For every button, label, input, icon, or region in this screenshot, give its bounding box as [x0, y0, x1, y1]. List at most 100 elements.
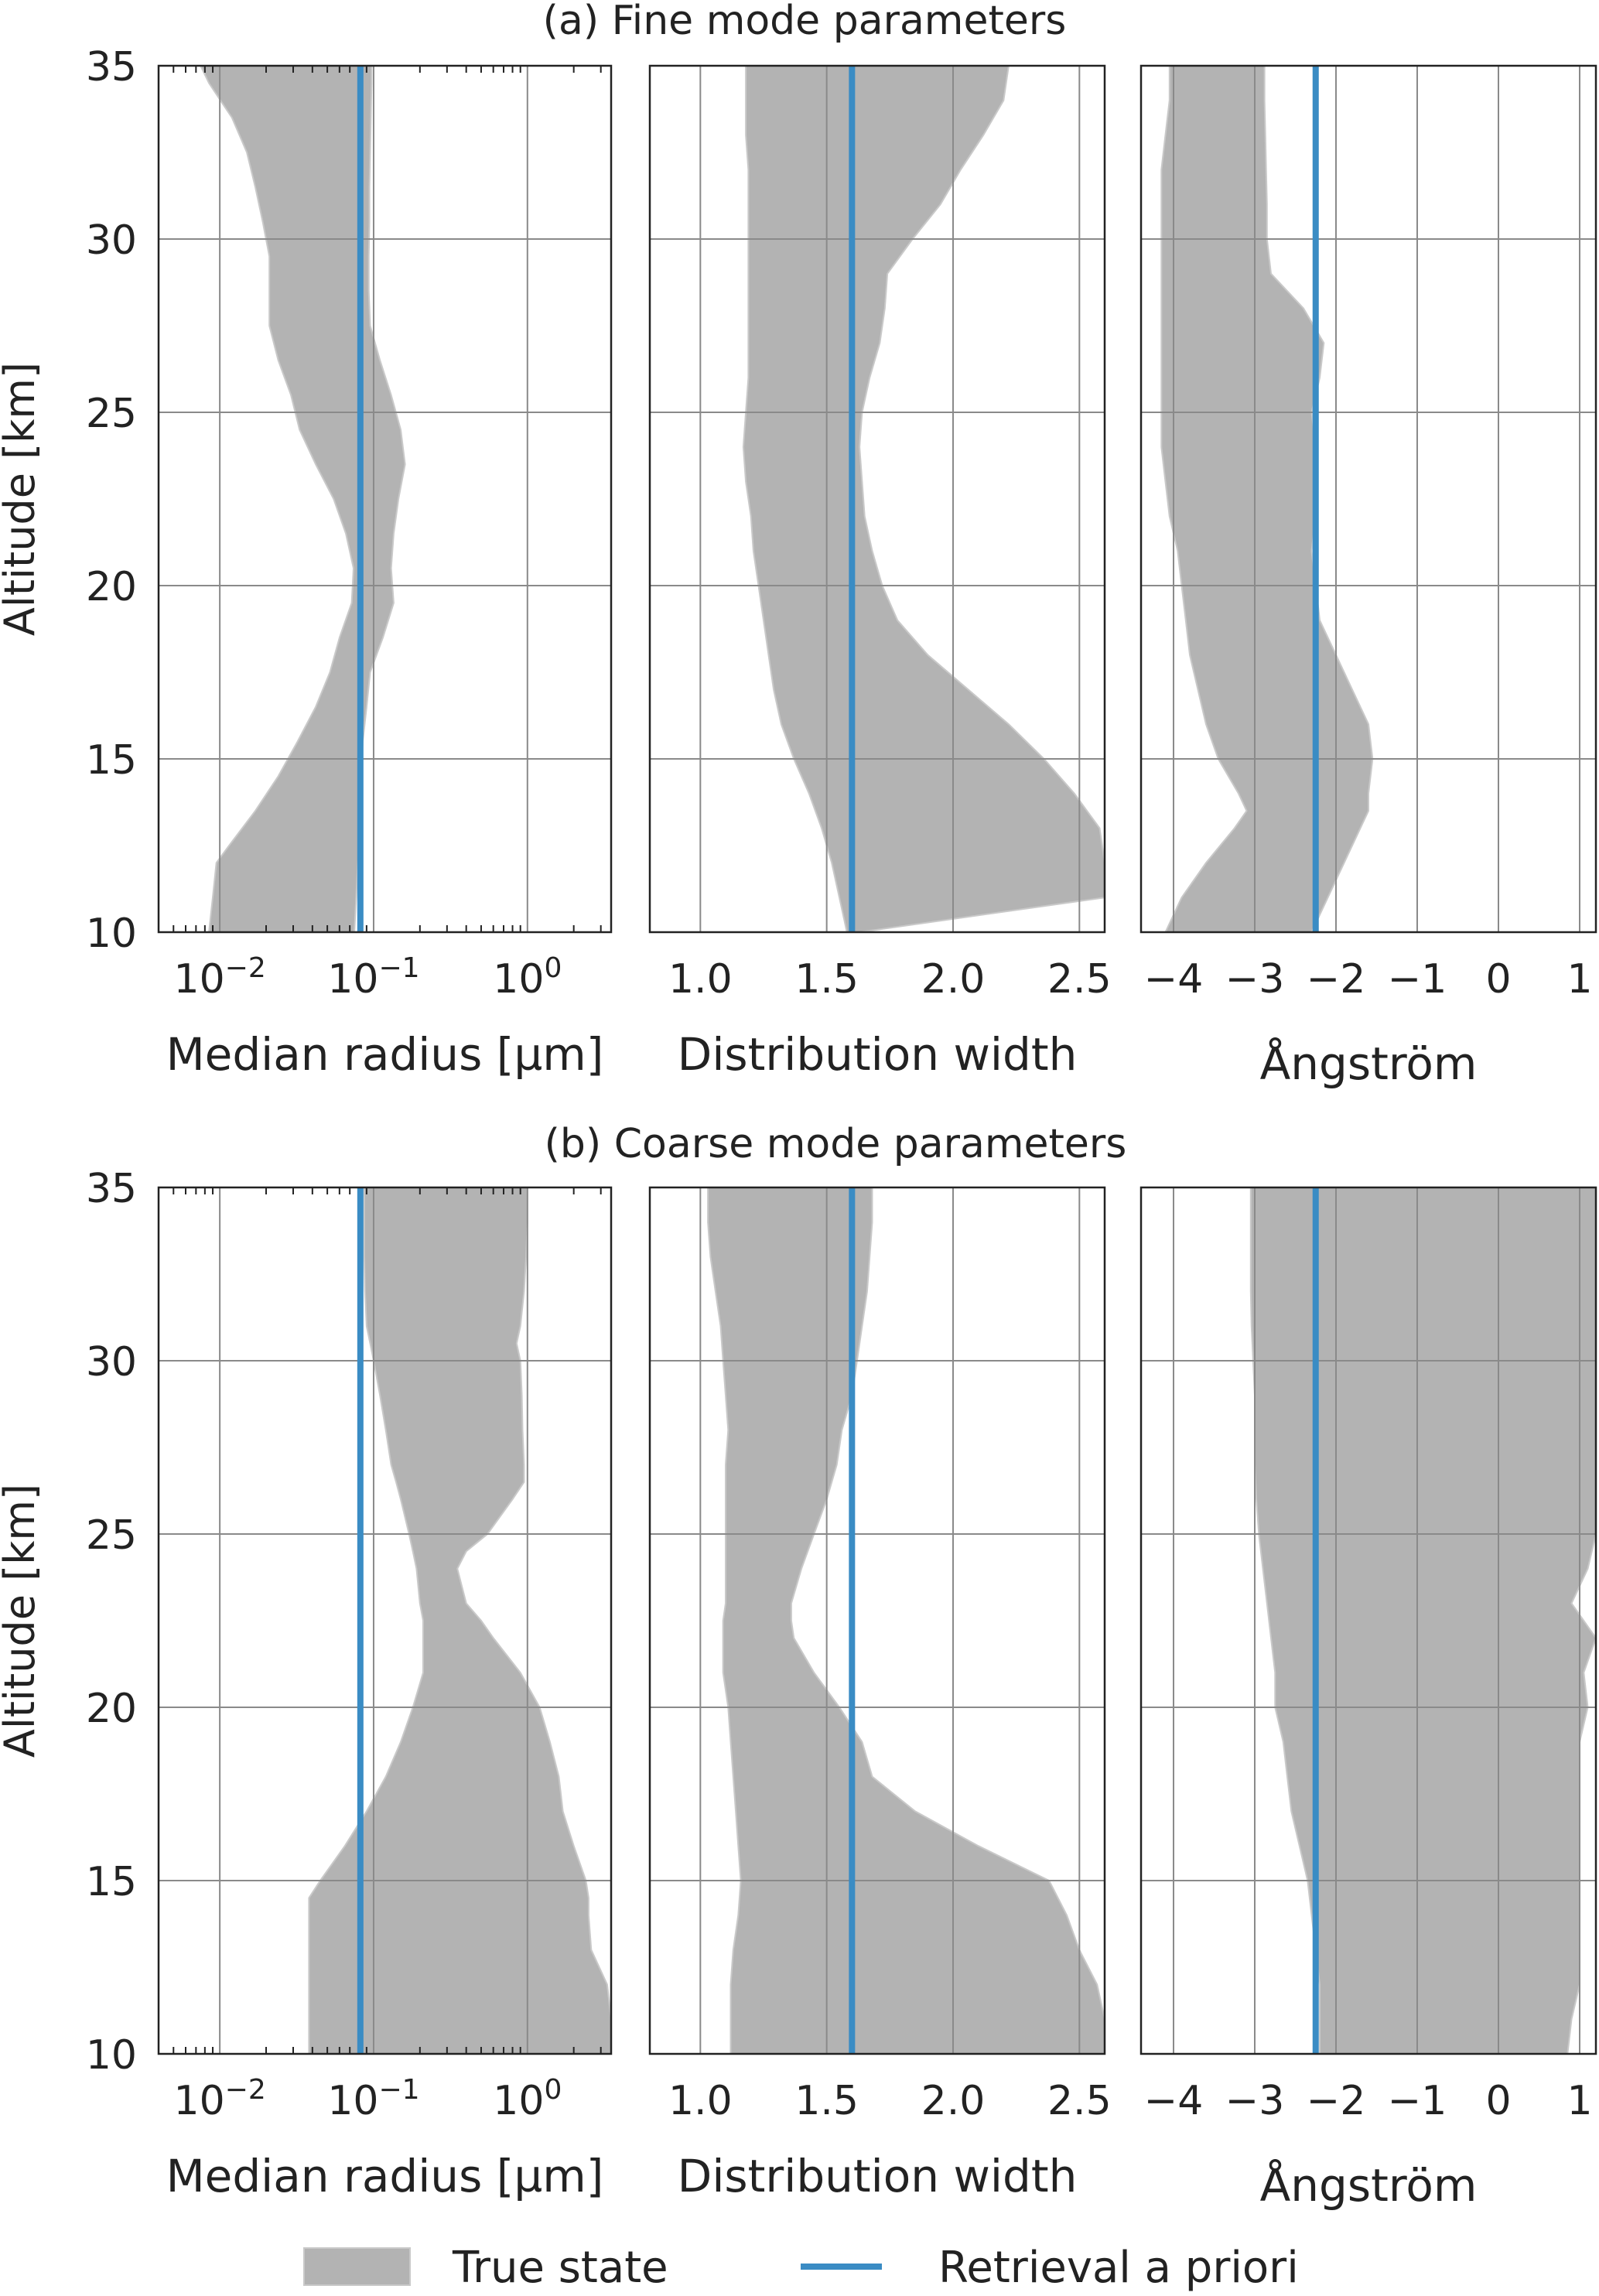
- coarse-1-ytick-label-4: 30: [86, 1339, 137, 1385]
- coarse-1-ytick-label-1: 15: [86, 1859, 137, 1905]
- coarse-3-xtick-label-5: 1: [1567, 2078, 1592, 2124]
- fine-1-ytick-label-3: 25: [86, 391, 137, 437]
- fine-1-xtick-base-1: 10: [327, 956, 378, 1003]
- fine-3-xtick-label-0: −4: [1144, 956, 1204, 1003]
- fine-1-xtick-label-1: 10−1: [327, 952, 419, 1003]
- fine-1-ytick-label-5: 35: [86, 44, 137, 91]
- coarse-2-x-axis-label: Distribution width: [678, 2150, 1078, 2202]
- fine-1-xtick-exponent-2: 0: [544, 952, 562, 984]
- coarse-1-ytick-label-0: 10: [86, 2032, 137, 2079]
- coarse-1-xtick-label-0: 10−2: [174, 2074, 266, 2124]
- legend-prior-label: Retrieval a priori: [938, 2243, 1299, 2293]
- fine-1-ytick-label-2: 20: [86, 564, 137, 610]
- fine-1-x-axis-label: Median radius [µm]: [166, 1028, 604, 1081]
- legend-true-state-swatch: [303, 2247, 411, 2286]
- fine-1-xtick-base-2: 10: [493, 956, 544, 1003]
- fine-3-xtick-label-4: 0: [1485, 956, 1511, 1003]
- coarse-2-panel: 1.0 1.5 2.0 2.5 Distribution width: [648, 1186, 1112, 2202]
- coarse-2-xtick-label-0: 1.0: [668, 2078, 733, 2124]
- fine-2-panel: 1.0 1.5 2.0 2.5 Distribution width: [648, 64, 1112, 1081]
- coarse-1-xtick-base-2: 10: [493, 2078, 544, 2124]
- fine-2-xtick-label-0: 1.0: [668, 956, 733, 1003]
- fine-3-xtick-base-4: 0: [1485, 956, 1511, 1003]
- legend-true-state-label: True state: [452, 2243, 668, 2293]
- coarse-1-xtick-base-1: 10: [327, 2078, 378, 2124]
- fine-3-true-state-band: [1160, 65, 1374, 933]
- fine-2-xtick-base-3: 2.5: [1047, 956, 1112, 1003]
- coarse-3-panel: −4 −3 −2 −1 0 1 Ångström: [1139, 1186, 1597, 2212]
- fine-1-ytick-label-4: 30: [86, 217, 137, 264]
- coarse-3-xtick-base-5: 1: [1567, 2078, 1592, 2124]
- coarse-3-xtick-label-4: 0: [1485, 2078, 1511, 2124]
- fine-2-xtick-label-3: 2.5: [1047, 956, 1112, 1003]
- coarse-1-ytick-label-3: 25: [86, 1512, 137, 1559]
- fine-3-frame: [1139, 64, 1597, 934]
- coarse-2-xtick-base-1: 1.5: [794, 2078, 859, 2124]
- fine-2-true-state-band: [742, 65, 1105, 933]
- fine-2-frame: [648, 64, 1106, 934]
- fine-2-xtick-label-2: 2.0: [921, 956, 986, 1003]
- fine-1-xtick-base-0: 10: [174, 956, 225, 1003]
- coarse-1-xtick-label-1: 10−1: [327, 2074, 419, 2124]
- coarse-3-true-state-band: [1249, 1187, 1597, 2055]
- coarse-3-xtick-base-3: −1: [1388, 2078, 1447, 2124]
- fine-1-frame: [157, 64, 613, 934]
- coarse-2-xtick-label-1: 1.5: [794, 2078, 859, 2124]
- fine-2-xtick-base-1: 1.5: [794, 956, 859, 1003]
- legend: True state Retrieval a priori: [303, 2243, 1299, 2293]
- fine-3-x-axis-label: Ångström: [1260, 1037, 1478, 1090]
- fine-2-xtick-label-1: 1.5: [794, 956, 859, 1003]
- fine-mode-title: (a) Fine mode parameters: [543, 0, 1067, 44]
- fine-3-xtick-label-2: −2: [1307, 956, 1366, 1003]
- coarse-1-xtick-exponent-2: 0: [544, 2074, 562, 2106]
- coarse-1-x-axis-label: Median radius [µm]: [166, 2150, 604, 2202]
- y-axis-label-fine: Altitude [km]: [0, 362, 44, 636]
- coarse-1-frame: [157, 1186, 613, 2055]
- coarse-2-xtick-label-3: 2.5: [1047, 2078, 1112, 2124]
- fine-1-xtick-exponent-1: −1: [379, 952, 420, 984]
- coarse-3-frame: [1139, 1186, 1597, 2055]
- coarse-1-ytick-label-2: 20: [86, 1686, 137, 1732]
- coarse-2-xtick-label-2: 2.0: [921, 2078, 986, 2124]
- fine-3-panel: −4 −3 −2 −1 0 1 Ångström: [1139, 64, 1597, 1090]
- y-axis-label-coarse: Altitude [km]: [0, 1484, 44, 1758]
- coarse-1-true-state-band: [308, 1187, 612, 2055]
- coarse-3-xtick-label-0: −4: [1144, 2078, 1204, 2124]
- fine-2-x-axis-label: Distribution width: [678, 1028, 1078, 1081]
- fine-3-xtick-label-1: −3: [1225, 956, 1285, 1003]
- coarse-2-xtick-base-2: 2.0: [921, 2078, 986, 2124]
- coarse-3-xtick-base-0: −4: [1144, 2078, 1204, 2124]
- coarse-3-x-axis-label: Ångström: [1260, 2158, 1478, 2212]
- coarse-3-xtick-label-1: −3: [1225, 2078, 1285, 2124]
- fine-1-xtick-label-0: 10−2: [174, 952, 266, 1003]
- coarse-3-xtick-base-4: 0: [1485, 2078, 1511, 2124]
- coarse-1-xtick-base-0: 10: [174, 2078, 225, 2124]
- fine-1-xtick-label-2: 100: [493, 952, 562, 1003]
- fine-1-ytick-label-1: 15: [86, 737, 137, 784]
- fine-3-xtick-label-3: −1: [1388, 956, 1447, 1003]
- coarse-1-xtick-label-2: 100: [493, 2074, 562, 2124]
- fine-1-ytick-label-0: 10: [86, 911, 137, 957]
- fine-2-xtick-base-0: 1.0: [668, 956, 733, 1003]
- coarse-1-xtick-exponent-0: −2: [225, 2074, 266, 2106]
- fine-3-xtick-base-0: −4: [1144, 956, 1204, 1003]
- coarse-3-xtick-base-1: −3: [1225, 2078, 1285, 2124]
- fine-2-xtick-base-2: 2.0: [921, 956, 986, 1003]
- fine-3-xtick-base-1: −3: [1225, 956, 1285, 1003]
- fine-3-xtick-base-2: −2: [1307, 956, 1366, 1003]
- coarse-3-xtick-label-3: −1: [1388, 2078, 1447, 2124]
- fine-3-xtick-label-5: 1: [1567, 956, 1592, 1003]
- coarse-3-xtick-label-2: −2: [1307, 2078, 1366, 2124]
- coarse-3-xtick-base-2: −2: [1307, 2078, 1366, 2124]
- coarse-2-xtick-base-3: 2.5: [1047, 2078, 1112, 2124]
- fine-1-xtick-exponent-0: −2: [225, 952, 266, 984]
- coarse-2-xtick-base-0: 1.0: [668, 2078, 733, 2124]
- fine-3-xtick-base-3: −1: [1388, 956, 1447, 1003]
- coarse-1-ytick-label-5: 35: [86, 1166, 137, 1212]
- coarse-mode-title: (b) Coarse mode parameters: [545, 1121, 1127, 1167]
- coarse-2-frame: [648, 1186, 1106, 2055]
